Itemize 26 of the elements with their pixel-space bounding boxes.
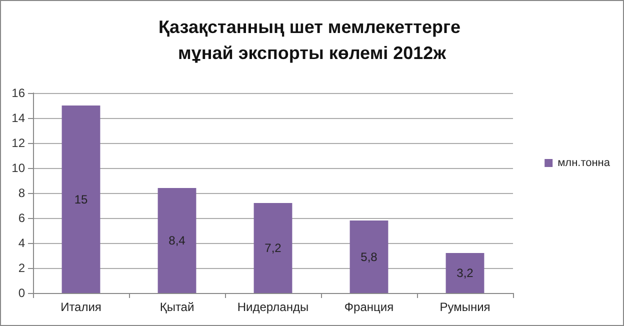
data-label: 5,8 [360, 250, 378, 264]
bar [446, 253, 484, 293]
x-tick-label: Франция [344, 300, 394, 314]
data-label: 8,4 [168, 234, 186, 248]
chart-title: Қазақстанның шет мемлекеттерге мұнай экспорты көлемі 2012ж [158, 17, 466, 63]
x-tick-label: Италия [60, 300, 102, 314]
bar [62, 106, 100, 293]
y-tick-label: 4 [18, 236, 26, 250]
bar [158, 188, 196, 293]
x-tick-label: Румыния [440, 300, 490, 314]
y-tick-label: 14 [12, 111, 26, 125]
x-tick-label: Нидерланды [237, 300, 309, 314]
y-tick-label: 8 [18, 186, 26, 200]
legend-label: млн.тонна [558, 157, 611, 169]
bar [254, 203, 292, 293]
data-label: 3,2 [456, 266, 474, 280]
y-tick-label: 12 [12, 136, 26, 150]
bar [350, 220, 388, 293]
y-tick-label: 10 [12, 161, 26, 175]
y-tick-label: 2 [18, 261, 26, 275]
y-tick-label: 16 [12, 86, 26, 100]
data-label: 15 [74, 192, 88, 206]
y-tick-label: 0 [18, 286, 26, 300]
x-tick-label: Қытай [160, 300, 194, 314]
y-tick-label: 6 [18, 211, 26, 225]
data-label: 7,2 [264, 241, 282, 255]
